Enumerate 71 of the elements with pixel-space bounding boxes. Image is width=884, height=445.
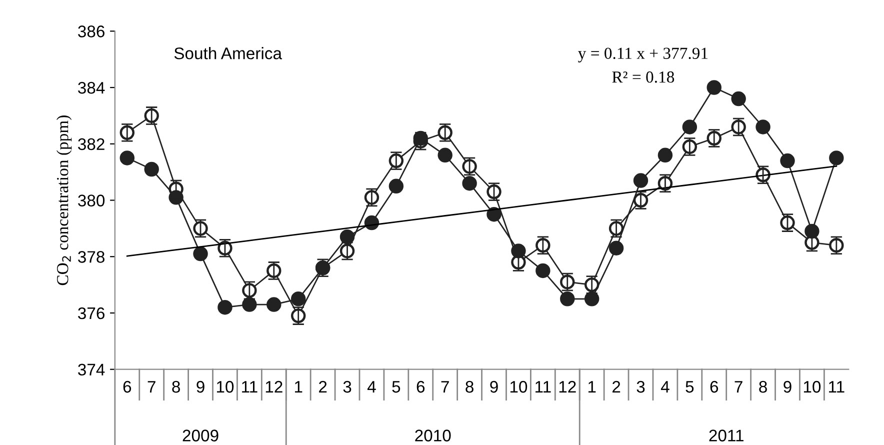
x-tick-label: 9 <box>490 380 498 393</box>
y-tick-label: 384 <box>78 82 105 94</box>
point <box>584 292 600 306</box>
y-tick-label: 380 <box>78 194 105 206</box>
x-tick-label: 9 <box>784 380 792 393</box>
point <box>829 150 844 166</box>
y-axis-title: CO$_{2}$ concentration (ppm) <box>56 116 72 286</box>
x-tick-label: 8 <box>466 380 474 393</box>
point <box>120 150 135 166</box>
annotation: R² = 0.18 <box>612 71 674 83</box>
annotation: y = 0.11 x + 377.91 <box>578 48 708 62</box>
y-tick-label: 378 <box>78 251 104 263</box>
y-tick-label: 386 <box>78 26 104 38</box>
point <box>340 230 355 244</box>
point <box>486 206 502 222</box>
x-tick-label: 11 <box>242 381 258 393</box>
x-tick-label: 8 <box>172 380 180 393</box>
x-tick-label: 10 <box>510 380 528 393</box>
point <box>438 148 452 163</box>
x-tick-label: 6 <box>416 380 425 393</box>
point <box>756 120 770 134</box>
point <box>242 297 257 312</box>
y-tick-label: 382 <box>78 138 104 150</box>
point <box>658 148 673 163</box>
point <box>608 240 624 256</box>
point <box>536 263 550 278</box>
point <box>266 297 282 312</box>
text: 2009 <box>182 430 218 442</box>
point <box>144 162 159 177</box>
x-tick-label: 1 <box>294 381 302 393</box>
x-tick-label: 6 <box>123 380 132 393</box>
point <box>462 176 477 191</box>
text: 2011 <box>709 430 744 442</box>
point <box>193 246 208 262</box>
x-tick-label: 7 <box>441 381 449 393</box>
x-tick-label: 7 <box>734 381 742 393</box>
point <box>633 173 648 188</box>
point <box>388 178 404 194</box>
y-tick-label: 376 <box>78 307 104 320</box>
point <box>780 153 795 168</box>
point <box>218 300 232 315</box>
x-tick-label: 3 <box>343 380 352 393</box>
point <box>511 244 526 258</box>
x-tick-label: 2 <box>319 380 327 393</box>
text: 2010 <box>415 430 451 442</box>
x-tick-label: 11 <box>829 381 844 393</box>
x-tick-label: 10 <box>804 380 821 393</box>
y-tick-label: 374 <box>78 364 105 376</box>
point <box>290 292 306 306</box>
x-tick-label: 5 <box>686 381 694 393</box>
point <box>804 224 820 239</box>
x-tick-label: 10 <box>216 380 234 393</box>
x-tick-label: 11 <box>536 381 551 393</box>
x-tick-label: 3 <box>636 380 645 393</box>
x-tick-label: 1 <box>588 381 596 393</box>
x-tick-label: 7 <box>148 381 156 393</box>
x-tick-label: 4 <box>660 381 670 393</box>
x-tick-label: 5 <box>392 381 400 393</box>
x-tick-label: 9 <box>196 380 204 393</box>
x-tick-label: 6 <box>710 380 718 393</box>
point <box>560 292 575 306</box>
annotation: South America <box>174 47 282 60</box>
x-tick-label: 4 <box>367 381 376 393</box>
point <box>682 120 698 134</box>
x-tick-label: 2 <box>612 380 620 393</box>
x-tick-label: 12 <box>559 380 576 393</box>
point <box>168 190 184 205</box>
point <box>706 80 722 95</box>
point <box>731 91 746 106</box>
x-tick-label: 12 <box>266 380 282 393</box>
x-tick-label: 8 <box>759 380 767 393</box>
